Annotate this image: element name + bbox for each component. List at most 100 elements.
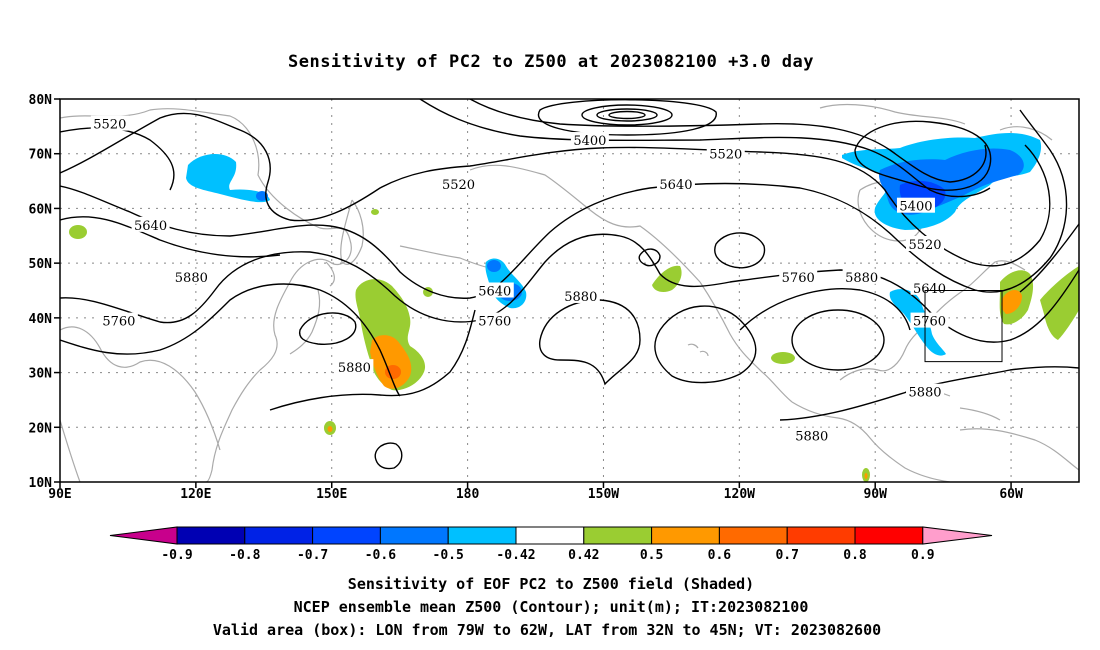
contour-label: 5520 — [908, 238, 941, 253]
shade-blob-siberia-core — [256, 191, 268, 201]
contour-label: 5400 — [899, 200, 932, 215]
contour-label: 5520 — [709, 148, 742, 163]
colorbar-segment — [583, 526, 653, 545]
colorbar-label: 0.42 — [568, 548, 599, 563]
contour-label-bg — [706, 145, 745, 161]
contour-label: 5760 — [102, 315, 135, 330]
colorbar-segment — [176, 526, 246, 545]
contour-5760-north — [60, 216, 281, 258]
contour-label: 5760 — [478, 315, 511, 330]
contour-5640 — [60, 109, 1068, 299]
coastline-japan — [289, 261, 335, 355]
coastline-hawaii — [687, 343, 709, 357]
shade-blob-small-1 — [69, 225, 87, 239]
contour-5880-h — [374, 442, 403, 470]
colorbar-label: 0.5 — [640, 548, 663, 563]
coastline-arctic-islands — [819, 103, 1053, 141]
footer-line-2: NCEP ensemble mean Z500 (Contour); unit(… — [294, 598, 809, 616]
coastline-south-america — [959, 428, 1079, 471]
contour-label-bg — [561, 287, 600, 303]
contour-low-center-1 — [581, 104, 673, 126]
contour-label-bg — [172, 268, 211, 284]
colorbar-segment — [854, 526, 924, 545]
contour-label: 5520 — [93, 118, 126, 133]
colorbar-label: 0.9 — [911, 548, 934, 563]
coastline-alaska — [469, 164, 701, 283]
colorbar-low-triangle — [109, 526, 178, 545]
contour-small-2 — [714, 232, 766, 269]
shade-blob-small-6 — [327, 426, 333, 432]
colorbar-label: 0.7 — [775, 548, 798, 563]
lat-tick-label: 30N — [29, 367, 53, 382]
contour-label: 5640 — [659, 178, 692, 193]
lat-tick-label: 60N — [29, 202, 53, 217]
footer-line-3: Valid area (box): LON from 79W to 62W, L… — [213, 621, 881, 639]
contour-label: 5400 — [573, 134, 606, 149]
contour-small-3 — [298, 312, 357, 345]
shade-blob-kamchatka-orange — [370, 335, 412, 389]
contour-label-bg — [842, 268, 881, 284]
lon-tick-label: 90W — [863, 487, 887, 502]
contour-label-bg — [896, 197, 935, 213]
contour-label-bg — [475, 282, 514, 298]
contour-small-1 — [638, 248, 661, 267]
shade-blob-small-4 — [487, 260, 501, 272]
shade-blob-small-7 — [771, 352, 795, 364]
contour-low-center-3 — [608, 110, 646, 120]
colorbar-label: -0.7 — [297, 548, 328, 563]
contour-5880-d — [654, 305, 757, 384]
colorbar-high-triangle — [922, 526, 993, 545]
lat-tick-label: 70N — [29, 148, 53, 163]
contour-label: 5880 — [175, 271, 208, 286]
colorbar-label: 0.8 — [843, 548, 867, 563]
contour-label-bg — [906, 235, 945, 251]
contour-5880-a — [60, 283, 401, 397]
axis-ticks — [54, 98, 1012, 488]
contour-label: 5880 — [795, 429, 828, 444]
contour-5880-g — [779, 365, 1079, 421]
lon-tick-label: 150W — [588, 487, 619, 502]
contour-label-bg — [779, 268, 818, 284]
coastline-india — [60, 419, 81, 482]
lat-axis-labels: 80N 70N 60N 50N 40N 30N 20N 10N — [29, 93, 53, 491]
colorbar-label: -0.42 — [496, 548, 535, 563]
contour-label-bg — [99, 312, 138, 328]
contour-label: 5640 — [134, 219, 167, 234]
contour-5880-b — [269, 309, 476, 411]
shade-blob-small-9 — [864, 473, 868, 479]
colorbar-label: -0.6 — [365, 548, 396, 563]
colorbar-label: -0.5 — [433, 548, 464, 563]
contour-5760 — [60, 233, 1079, 343]
contour-label: 5520 — [442, 178, 475, 193]
contour-5880-f — [791, 309, 885, 371]
contour-label: 5880 — [564, 290, 597, 305]
lon-axis-labels: 90E 120E 150E 180 150W 120W 90W 60W — [48, 487, 1023, 502]
contour-label: 5760 — [782, 271, 815, 286]
coastline-north-america-west — [699, 281, 793, 403]
contour-label-bg — [570, 132, 609, 148]
shade-blob-kamchatka-red — [385, 365, 401, 379]
contour-label-bg — [656, 175, 695, 191]
colorbar-label: 0.6 — [708, 548, 732, 563]
shade-blob-siberia — [186, 154, 270, 203]
contour-label-bg — [131, 216, 170, 232]
contour-label: 5880 — [338, 361, 371, 376]
contour-5520-west — [60, 112, 1051, 267]
footer-line-1: Sensitivity of EOF PC2 to Z500 field (Sh… — [348, 575, 754, 593]
contour-label-bg — [475, 312, 514, 328]
colorbar-segment — [718, 526, 788, 545]
contour-label: 5640 — [478, 285, 511, 300]
lat-tick-label: 10N — [29, 476, 53, 491]
colorbar-segment — [786, 526, 856, 545]
contour-label: 5880 — [845, 271, 878, 286]
shade-blob-atlantic-orange — [1001, 290, 1022, 314]
lat-tick-label: 80N — [29, 93, 53, 108]
colorbar: -0.9 -0.8 -0.7 -0.6 -0.5 -0.42 0.42 0.5 0.6 0.7 0.… — [109, 526, 993, 563]
contour-label-bg — [792, 427, 831, 443]
map-panel: 5520 5400 5520 5520 5640 5400 5640 5520 5880 5760… — [54, 98, 1080, 488]
lon-tick-label: 180 — [456, 487, 480, 502]
contour-labels: 5520 5400 5520 5520 5640 5400 5640 5520 5880 5760… — [90, 115, 949, 444]
z500-contours — [60, 99, 1079, 470]
contour-label: 5880 — [908, 386, 941, 401]
lat-tick-label: 20N — [29, 421, 53, 436]
